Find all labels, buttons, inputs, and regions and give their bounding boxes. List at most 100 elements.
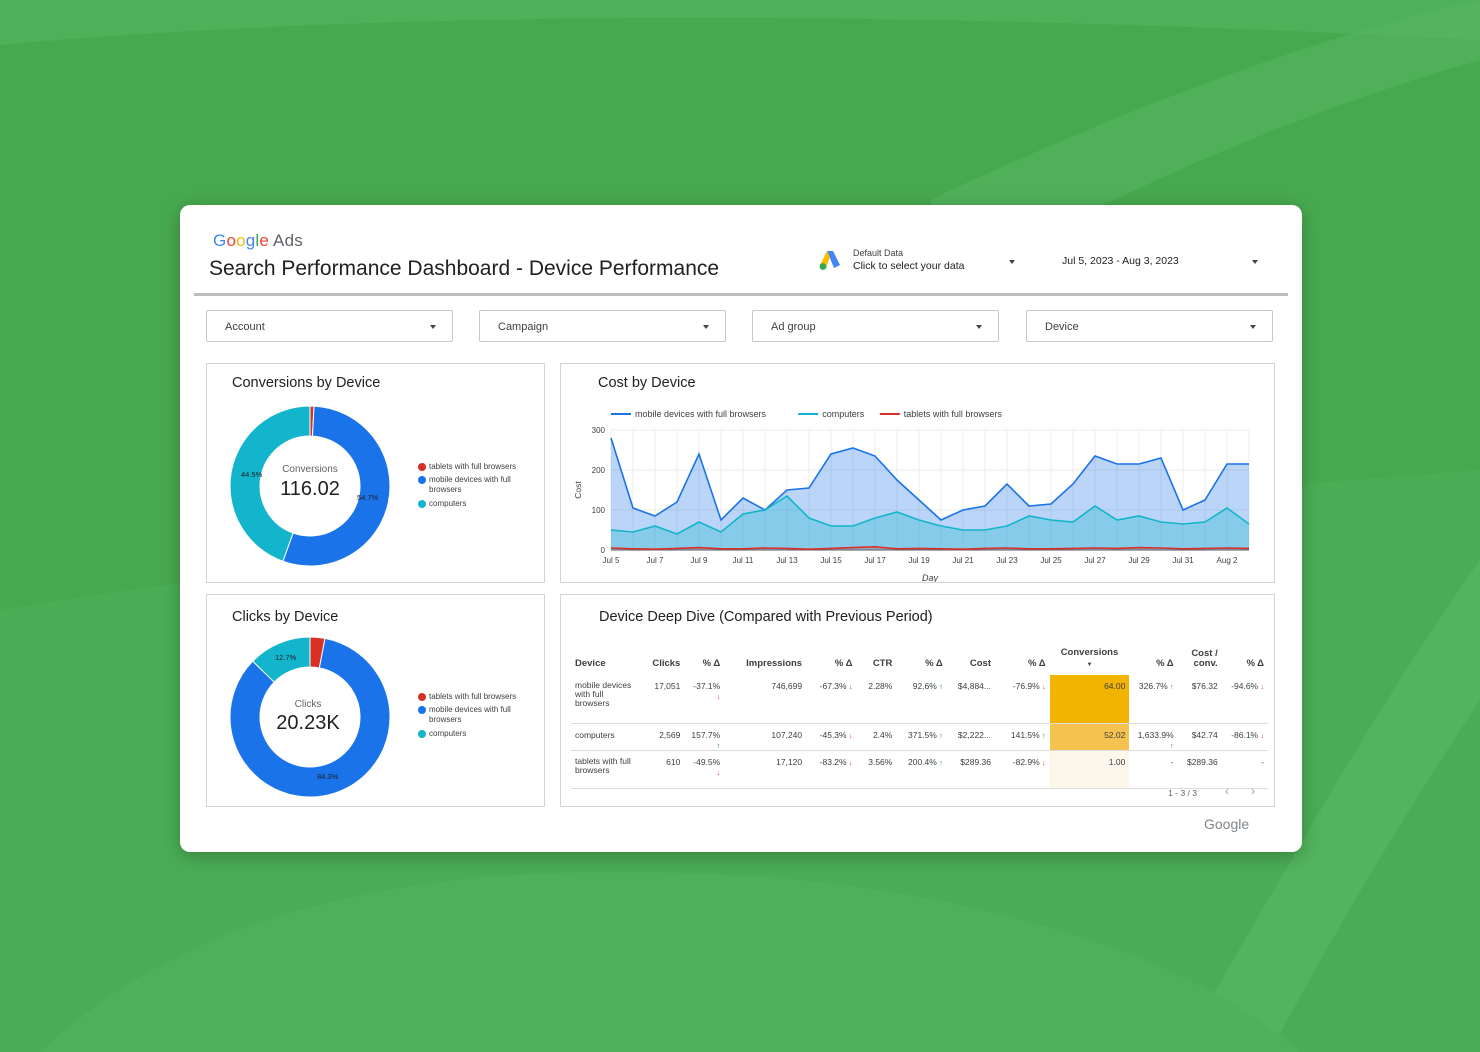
cell-impressions: 17,120	[724, 750, 807, 789]
legend-dot	[418, 730, 426, 738]
cell-cost-per-conv: $76.32	[1177, 675, 1222, 724]
cell-cost-per-conv-delta: -94.6% ↓	[1221, 675, 1268, 724]
logo-google-text: Google	[213, 231, 270, 250]
cell-conversions: 64.00	[1049, 675, 1130, 724]
page-title: Search Performance Dashboard - Device Pe…	[209, 257, 720, 280]
col-conversions[interactable]: Conversions ▼	[1060, 647, 1119, 668]
filter-device[interactable]: Device	[1026, 310, 1273, 342]
col-device[interactable]: Device	[575, 658, 606, 669]
legend-computers: computers	[418, 729, 529, 739]
cell-clicks: 610	[638, 750, 685, 789]
cell-cost: $4,884...	[946, 675, 995, 724]
cell-cost-per-conv-delta: -	[1221, 750, 1268, 789]
clicks-center-value: 20.23K	[276, 712, 340, 734]
series-line-1	[610, 494, 1250, 535]
x-tick-label: Jul 13	[776, 556, 798, 565]
cell-cost-per-conv: $42.74	[1177, 723, 1222, 751]
filter-campaign[interactable]: Campaign	[479, 310, 726, 342]
y-tick-label: 200	[592, 466, 606, 475]
legend-dot	[418, 476, 426, 484]
down-arrow-icon: ↓	[848, 732, 853, 740]
chevron-down-icon	[1250, 325, 1256, 329]
cell-clicks-delta: 157.7% ↑	[684, 723, 725, 751]
legend-computers: computers	[418, 499, 529, 509]
up-arrow-icon: ↑	[1042, 732, 1046, 740]
cell-ctr-delta: 92.6% ↑	[896, 675, 947, 724]
clicks-center-label: Clicks	[294, 699, 322, 710]
col-impressions[interactable]: Impressions	[746, 658, 803, 669]
cell-ctr: 2.4%	[856, 723, 897, 751]
col-ctr-delta[interactable]: % Δ	[925, 658, 943, 669]
cell-device: tablets with full browsers	[571, 750, 639, 789]
conversions-panel-title: Conversions by Device	[232, 375, 381, 391]
cell-ctr: 2.28%	[856, 675, 897, 724]
filter-account-label: Account	[225, 321, 265, 333]
cell-impressions-delta: -45.3% ↓	[806, 723, 857, 751]
y-tick-label: 300	[592, 426, 606, 435]
data-source-dropdown-icon[interactable]	[1009, 260, 1015, 264]
filter-ad-group[interactable]: Ad group	[752, 310, 999, 342]
device-deep-dive-panel: Device Deep Dive (Compared with Previous…	[560, 594, 1275, 807]
x-tick-label: Jul 15	[820, 556, 842, 565]
conversions-by-device-panel: Conversions by Device Conversions 116.02…	[206, 363, 545, 583]
col-cost-delta[interactable]: % Δ	[1028, 658, 1046, 669]
next-page-icon[interactable]: ›	[1251, 784, 1255, 798]
x-tick-label: Jul 11	[733, 556, 754, 565]
filter-device-label: Device	[1045, 321, 1079, 333]
up-arrow-icon: ↑	[939, 732, 943, 740]
previous-page-icon[interactable]: ‹	[1225, 784, 1229, 798]
col-ctr[interactable]: CTR	[872, 658, 893, 669]
google-ads-icon	[819, 251, 840, 270]
filter-account[interactable]: Account	[206, 310, 453, 342]
x-tick-label: Aug 2	[1217, 556, 1238, 565]
cell-conversions-delta: -	[1129, 750, 1178, 789]
cell-cost-delta: -82.9% ↓	[995, 750, 1050, 789]
col-cost-per-conv-delta[interactable]: % Δ	[1246, 658, 1264, 669]
x-tick-label: Jul 17	[864, 556, 886, 565]
down-arrow-icon: ↓	[716, 694, 721, 701]
table-row: tablets with full browsers 610 -49.5% ↓ …	[571, 750, 1268, 789]
down-arrow-icon: ↓	[848, 684, 853, 691]
col-cost[interactable]: Cost	[969, 658, 991, 669]
cell-conversions-delta: 326.7% ↑	[1129, 675, 1178, 724]
cost-panel-title: Cost by Device	[598, 375, 696, 391]
data-source-label: Default Data	[853, 248, 904, 258]
header-divider	[194, 293, 1288, 296]
col-cost-per-conv[interactable]: Cost / conv.	[1191, 648, 1218, 669]
legend-dot	[418, 463, 426, 471]
x-tick-label: Jul 29	[1128, 556, 1150, 565]
y-tick-label: 100	[592, 506, 606, 515]
table-panel-title: Device Deep Dive (Compared with Previous…	[599, 609, 933, 625]
clicks-by-device-panel: Clicks by Device Clicks 20.23K 84.3% 12.…	[206, 594, 545, 807]
col-impressions-delta[interactable]: % Δ	[834, 658, 853, 669]
col-clicks[interactable]: Clicks	[652, 658, 681, 669]
up-arrow-icon: ↑	[1170, 684, 1174, 691]
clicks-slice-computers	[252, 637, 311, 683]
data-source-selector[interactable]: Click to select your data	[853, 260, 965, 272]
series-area-0	[611, 438, 1249, 550]
x-tick-label: Jul 9	[691, 556, 708, 565]
clicks-donut-chart	[230, 637, 390, 797]
clicks-computers-pct: 12.7%	[275, 653, 297, 662]
date-range-selector[interactable]: Jul 5, 2023 - Aug 3, 2023	[1062, 255, 1179, 267]
cell-ctr-delta: 200.4% ↑	[896, 750, 947, 789]
google-footer-logo: Google	[1204, 816, 1250, 832]
date-range-dropdown-icon[interactable]	[1252, 260, 1258, 264]
cell-clicks-delta: -37.1% ↓	[684, 675, 725, 724]
device-deep-dive-table: Device Clicks % Δ Impressions % Δ CTR % …	[571, 639, 1268, 789]
chevron-down-icon	[976, 325, 982, 329]
cell-clicks: 2,569	[638, 723, 685, 751]
col-conversions-delta[interactable]: % Δ	[1156, 658, 1174, 669]
google-ads-logo: Google Ads	[213, 231, 303, 251]
cell-cost: $2,222...	[946, 723, 995, 751]
cell-clicks-delta: -49.5% ↓	[684, 750, 725, 789]
legend-tablets: tablets with full browsers	[418, 462, 529, 472]
conversions-mobile-pct: 54.7%	[357, 493, 379, 502]
legend-label: tablets with full browsers	[904, 409, 1003, 419]
filter-ad-group-label: Ad group	[771, 321, 816, 333]
conversions-slice-computers	[230, 406, 311, 562]
col-clicks-delta[interactable]: % Δ	[702, 658, 721, 669]
cell-cost-delta: -76.9% ↓	[995, 675, 1050, 724]
cell-conversions: 52.02	[1049, 723, 1130, 751]
legend-mobile: mobile devices with full browsers	[418, 475, 529, 495]
